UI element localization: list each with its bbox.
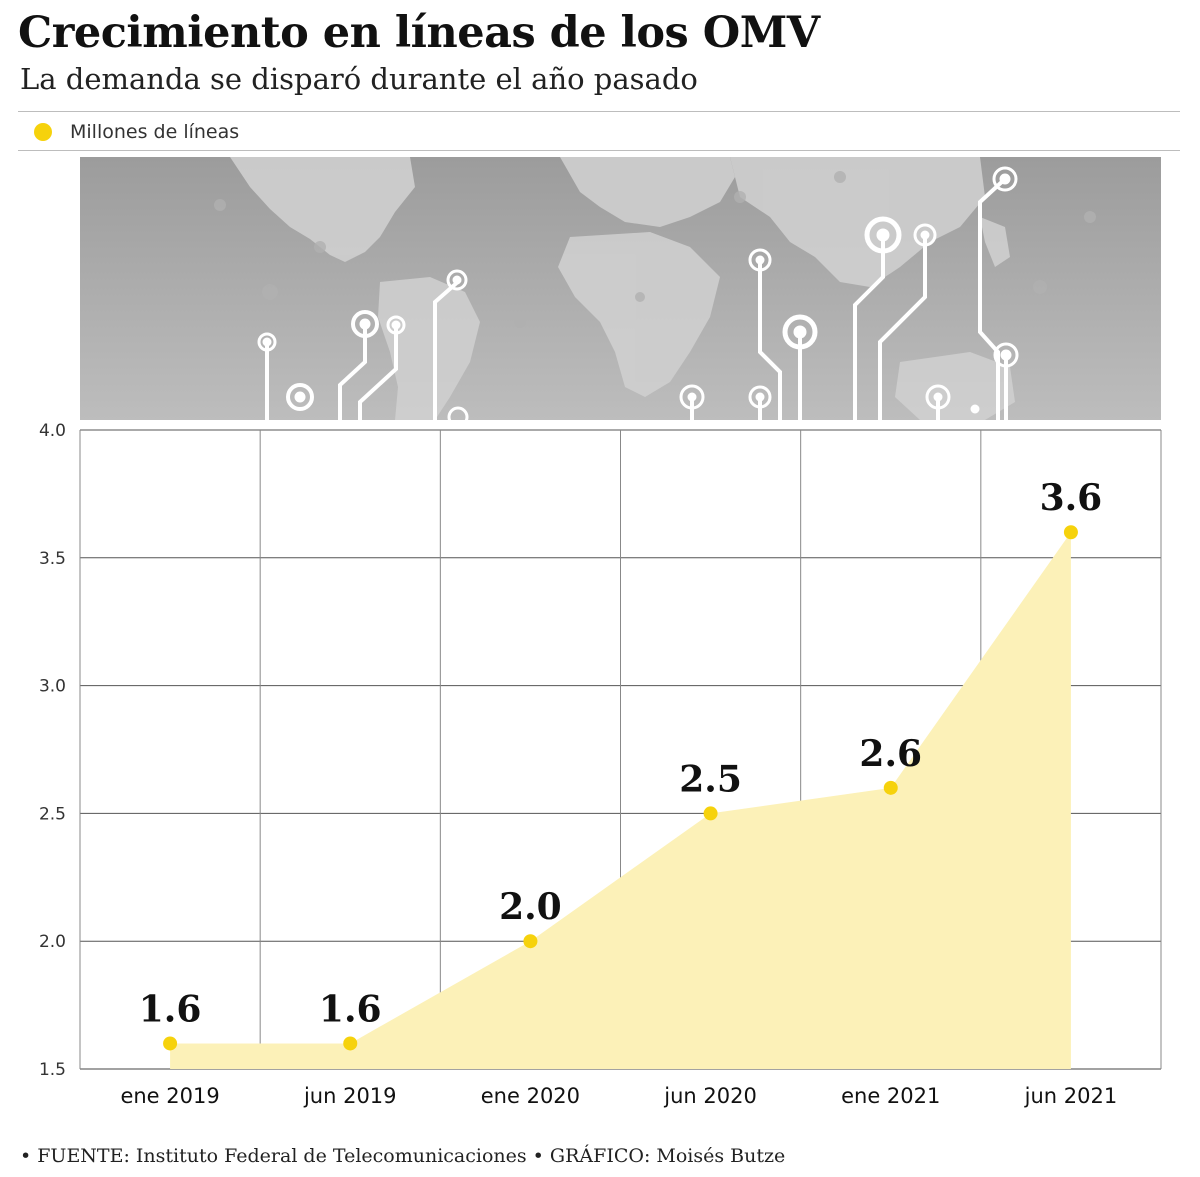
series-area [170, 532, 1071, 1069]
data-value-label: 2.5 [679, 758, 742, 800]
data-point [343, 1036, 358, 1051]
legend-divider [18, 150, 1180, 151]
continents-shape [230, 157, 1015, 420]
data-point [1063, 525, 1078, 540]
data-point [163, 1036, 178, 1051]
y-tick-label: 1.5 [39, 1060, 66, 1080]
y-tick-label: 2.5 [39, 804, 66, 824]
data-value-label: 2.6 [859, 733, 922, 775]
legend: Millones de líneas [34, 119, 239, 145]
y-axis-labels: 4.0 3.5 3.0 2.5 2.0 1.5 [39, 421, 66, 1080]
data-value-label: 1.6 [319, 988, 382, 1030]
data-point [883, 780, 898, 795]
source-note: • FUENTE: Instituto Federal de Telecomun… [20, 1145, 786, 1167]
data-value-label: 1.6 [139, 988, 202, 1030]
chart-points-layer [163, 525, 1078, 1051]
legend-dot-icon [34, 123, 52, 141]
data-labels: 1.6 1.6 2.0 2.5 2.6 3.6 [139, 477, 1102, 1030]
y-tick-label: 2.0 [39, 932, 66, 952]
x-tick-label: ene 2020 [481, 1084, 580, 1108]
chart-area-layer [170, 532, 1071, 1069]
chart-subtitle: La demanda se disparó durante el año pas… [20, 62, 698, 96]
y-tick-label: 4.0 [39, 421, 66, 441]
chart-title: Crecimiento en líneas de los OMV [18, 8, 820, 58]
data-value-label: 2.0 [499, 886, 562, 928]
data-point [703, 806, 718, 821]
x-axis-labels: ene 2019 jun 2019 ene 2020 jun 2020 ene 2021… [120, 1084, 1117, 1108]
y-tick-label: 3.0 [39, 677, 66, 697]
x-tick-label: jun 2021 [1024, 1084, 1118, 1108]
world-map-banner [80, 157, 1161, 420]
data-point [523, 934, 538, 949]
data-value-label: 3.6 [1040, 477, 1103, 519]
legend-label: Millones de líneas [70, 121, 240, 143]
x-tick-label: jun 2020 [663, 1084, 757, 1108]
y-tick-label: 3.5 [39, 549, 66, 569]
circuit-nodes [257, 166, 1019, 420]
x-tick-label: ene 2021 [841, 1084, 940, 1108]
top-divider [18, 111, 1180, 112]
x-tick-label: jun 2019 [303, 1084, 397, 1108]
circuit-lines [265, 177, 1008, 420]
x-tick-label: ene 2019 [120, 1084, 219, 1108]
faint-nodes [214, 171, 1096, 328]
